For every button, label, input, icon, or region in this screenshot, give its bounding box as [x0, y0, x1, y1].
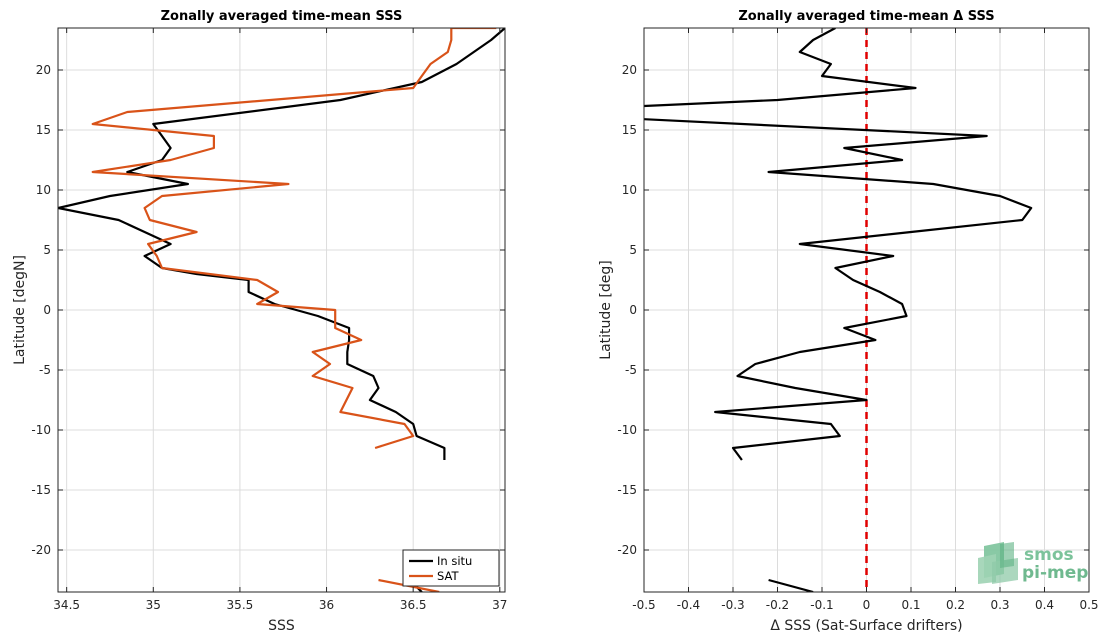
left-y-tick-label: -15	[31, 483, 51, 497]
right-y-tick-label: 15	[622, 123, 637, 137]
left-series-sat-line	[91, 28, 497, 450]
logo-text-smos: smos	[1024, 545, 1074, 565]
right-x-tick-label: -0.2	[766, 598, 789, 612]
legend-entry-label: SAT	[437, 569, 459, 583]
left-series-in-situ-line	[58, 28, 505, 460]
right-x-tick-label: -0.5	[632, 598, 655, 612]
left-x-tick-label: 35.5	[227, 598, 254, 612]
right-x-tick-label: 0.4	[1035, 598, 1054, 612]
left-y-tick-label: 5	[43, 243, 51, 257]
legend-entry-label: In situ	[437, 554, 472, 568]
left-y-tick-label: 0	[43, 303, 51, 317]
right-y-tick-label: 5	[629, 243, 637, 257]
right-x-tick-label: 0.5	[1079, 598, 1098, 612]
right-y-tick-label: -20	[617, 543, 637, 557]
left-y-tick-label: -20	[31, 543, 51, 557]
legend-box	[402, 549, 500, 587]
right-x-tick-label: 0.1	[901, 598, 920, 612]
right-series-delta-sss-line	[644, 118, 1033, 461]
left-y-tick-label: -5	[39, 363, 51, 377]
left-x-tick-label: 35	[146, 598, 161, 612]
left-y-tick-label: -10	[31, 423, 51, 437]
left-chart-panel: 34.5 35 35.5 36 36.5 37 -20 -15 -10 -5 0 5 10 15 20 Zon…	[12, 9, 507, 634]
right-y-tick-label: 20	[622, 63, 637, 77]
left-y-axis-label: Latitude [degN]	[12, 255, 28, 365]
left-x-tick-label: 36.5	[400, 598, 427, 612]
right-y-tick-label: -15	[617, 483, 637, 497]
right-y-tick-label: 0	[629, 303, 637, 317]
right-y-axis-label: Latitude [deg]	[598, 260, 614, 359]
right-x-tick-label: 0.3	[990, 598, 1009, 612]
right-y-tick-label: -10	[617, 423, 637, 437]
right-chart-panel: -0.5 -0.4 -0.3 -0.2 -0.1 0 0.1 0.2 0.3 0.4 0.5 -20 -…	[598, 9, 1099, 634]
right-series-delta-sss-line	[644, 28, 917, 108]
right-chart-title: Zonally averaged time-mean Δ SSS	[738, 9, 994, 24]
logo-text-pi-mep: pi-mep	[1022, 563, 1088, 583]
right-x-tick-label: 0	[863, 598, 871, 612]
right-x-tick-label: 0.2	[946, 598, 965, 612]
right-x-tick-label: -0.3	[721, 598, 744, 612]
left-x-tick-label: 37	[492, 598, 507, 612]
left-x-tick-label: 34.5	[53, 598, 80, 612]
left-y-tick-label: 10	[36, 183, 51, 197]
right-series-delta-sss-line	[768, 578, 814, 592]
right-y-tick-label: 10	[622, 183, 637, 197]
right-x-tick-label: -0.4	[677, 598, 700, 612]
left-chart-title: Zonally averaged time-mean SSS	[161, 9, 403, 24]
left-x-axis-label: SSS	[268, 618, 295, 634]
logo-mark	[978, 542, 1018, 584]
left-x-tick-label: 36	[319, 598, 334, 612]
right-y-tick-label: -5	[625, 363, 637, 377]
right-x-axis-label: Δ SSS (Sat-Surface drifters)	[770, 618, 962, 634]
left-y-tick-label: 20	[36, 63, 51, 77]
left-y-tick-label: 15	[36, 123, 51, 137]
right-x-tick-label: -0.1	[810, 598, 833, 612]
